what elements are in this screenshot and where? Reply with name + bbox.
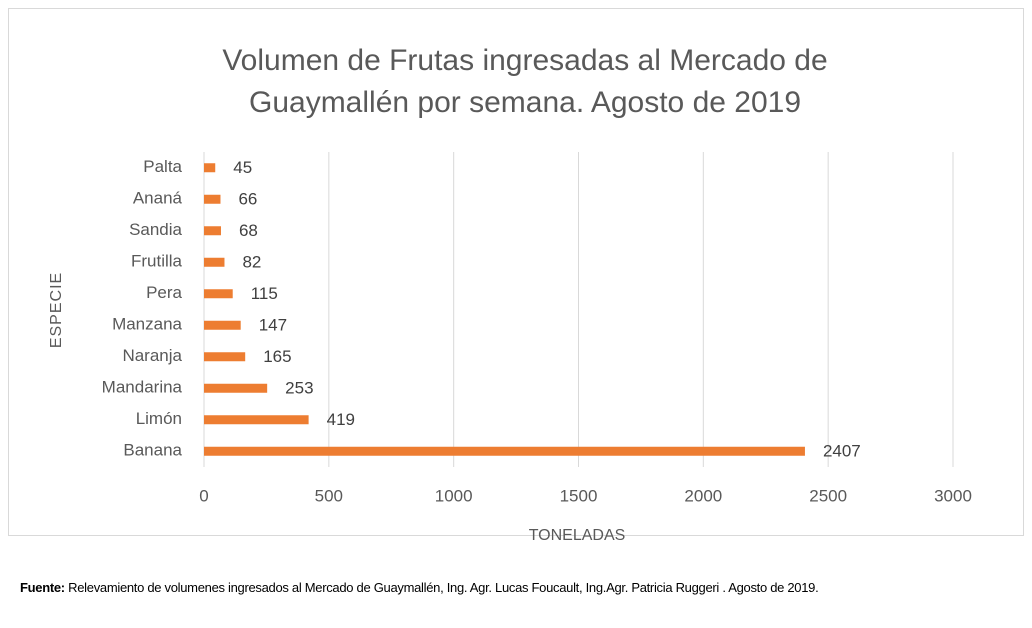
- bar: [204, 194, 221, 204]
- x-tick-label: 1000: [435, 486, 473, 505]
- data-label: 68: [239, 221, 258, 240]
- y-tick-label: Pera: [146, 283, 182, 302]
- x-tick-label: 2000: [684, 486, 722, 505]
- data-label: 2407: [823, 442, 861, 461]
- y-tick-label: Limón: [136, 409, 182, 428]
- source-text: Relevamiento de volumenes ingresados al …: [68, 580, 819, 595]
- bar: [204, 257, 225, 267]
- bar: [204, 289, 233, 299]
- chart-title: Volumen de Frutas ingresadas al Mercado …: [222, 44, 828, 119]
- x-tick-label: 3000: [934, 486, 972, 505]
- source: Fuente: Relevamiento de volumenes ingres…: [20, 580, 819, 595]
- y-tick-label: Ananá: [133, 189, 183, 208]
- data-label: 66: [238, 190, 257, 209]
- data-label: 253: [285, 379, 313, 398]
- y-tick-label: Sandia: [129, 220, 182, 239]
- data-label: 147: [259, 316, 287, 335]
- data-label: 45: [233, 158, 252, 177]
- x-tick-label: 2500: [809, 486, 847, 505]
- bar: [204, 383, 268, 393]
- y-tick-label: Naranja: [122, 346, 182, 365]
- data-label: 419: [327, 410, 355, 429]
- y-tick-label: Manzana: [112, 315, 182, 334]
- source-label: Fuente:: [20, 580, 65, 595]
- bar: [204, 320, 241, 330]
- data-label: 165: [263, 347, 291, 366]
- bar: [204, 352, 246, 362]
- data-label: 115: [251, 284, 278, 303]
- bar: [204, 415, 309, 425]
- chart-frame: [8, 8, 1024, 536]
- y-tick-label: Mandarina: [102, 378, 183, 397]
- x-tick-label: 500: [315, 486, 343, 505]
- x-axis-label: TONELADAS: [529, 527, 626, 544]
- y-axis-label: ESPECIE: [48, 272, 65, 348]
- y-tick-label: Frutilla: [131, 252, 183, 271]
- x-tick-label: 1500: [560, 486, 598, 505]
- data-label: 82: [242, 253, 261, 272]
- bar: [204, 163, 216, 173]
- y-tick-label: Banana: [123, 441, 182, 460]
- y-tick-label: Palta: [143, 157, 182, 176]
- bar: [204, 446, 805, 456]
- x-tick-label: 0: [199, 486, 208, 505]
- bar: [204, 226, 221, 236]
